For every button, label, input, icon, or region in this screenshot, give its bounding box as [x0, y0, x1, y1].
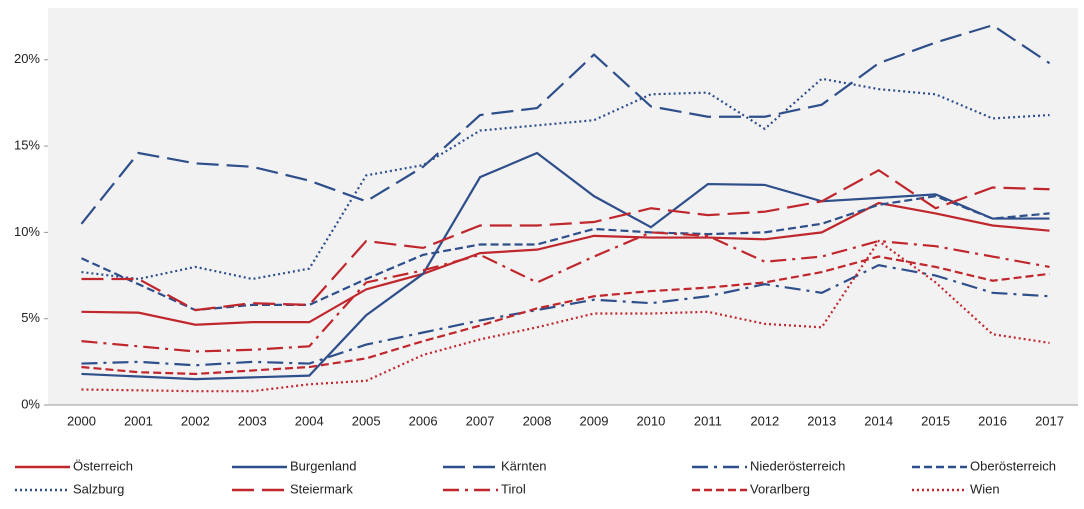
y-tick-label: 5%: [21, 310, 40, 325]
x-tick-label: 2009: [580, 413, 609, 428]
x-tick-label: 2000: [67, 413, 96, 428]
y-tick-label: 15%: [14, 138, 40, 153]
legend-label: Österreich: [73, 458, 133, 473]
series-line: [81, 77, 1050, 281]
y-tick-label: 20%: [14, 51, 40, 66]
series-line: [81, 201, 1050, 326]
x-tick-label: 2017: [1035, 413, 1064, 428]
series-line: [81, 151, 1050, 381]
legend-label: Tirol: [501, 481, 526, 496]
series-line: [81, 168, 1050, 312]
legend-label: Salzburg: [73, 481, 124, 496]
legend-label: Oberösterreich: [970, 458, 1056, 473]
plot-area: [48, 8, 1078, 405]
x-tick-label: 2014: [864, 413, 893, 428]
y-tick-label: 0%: [21, 396, 40, 411]
x-tick-label: 2007: [466, 413, 495, 428]
legend-label: Niederösterreich: [750, 458, 845, 473]
x-tick-label: 2012: [750, 413, 779, 428]
x-tick-label: 2008: [523, 413, 552, 428]
legend-label: Wien: [970, 481, 1000, 496]
legend-label: Burgenland: [290, 458, 357, 473]
series-line: [81, 255, 1050, 376]
legend-label: Steiermark: [290, 481, 353, 496]
series-line: [81, 239, 1050, 393]
x-tick-label: 2011: [694, 413, 722, 428]
y-tick-label: 10%: [14, 224, 40, 239]
x-tick-label: 2005: [352, 413, 381, 428]
x-tick-label: 2004: [295, 413, 324, 428]
x-tick-label: 2001: [124, 413, 153, 428]
x-tick-label: 2013: [807, 413, 836, 428]
x-tick-label: 2006: [409, 413, 438, 428]
x-tick-label: 2002: [181, 413, 210, 428]
legend-label: Kärnten: [501, 458, 547, 473]
series-line: [81, 195, 1050, 312]
series-line: [81, 264, 1050, 367]
x-tick-label: 2010: [636, 413, 665, 428]
x-tick-label: 2015: [921, 413, 950, 428]
series-line: [80, 24, 1051, 225]
x-tick-label: 2016: [978, 413, 1007, 428]
x-tick-label: 2003: [238, 413, 267, 428]
series-line: [81, 231, 1050, 353]
legend-label: Vorarlberg: [750, 481, 810, 496]
